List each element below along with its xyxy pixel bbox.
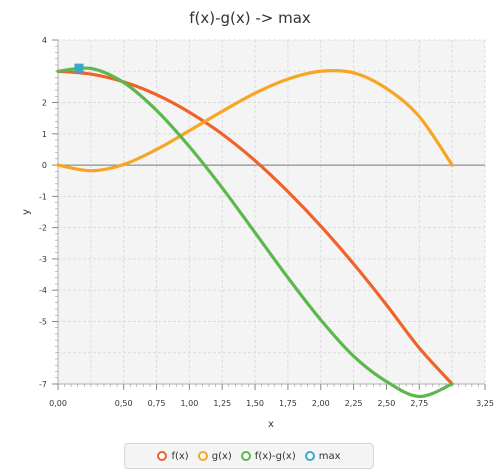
max-marker <box>74 63 84 73</box>
legend-label: g(x) <box>211 450 232 462</box>
y-axis-label: y <box>21 209 32 215</box>
x-tick-label: 0,00 <box>49 399 67 408</box>
legend-item: f(x) <box>157 450 189 462</box>
x-tick-label: 3,25 <box>476 399 494 408</box>
plot-area <box>58 40 485 384</box>
legend-symbol <box>157 451 168 461</box>
legend-item: g(x) <box>197 450 232 462</box>
x-tick-label: 1,75 <box>279 399 297 408</box>
series-line-g-x <box>56 68 454 173</box>
legend-symbol <box>240 451 251 461</box>
y-tick-label: 0 <box>42 161 47 170</box>
y-tick-label: -2 <box>39 224 47 233</box>
legend-symbol <box>304 451 315 461</box>
chart-title: f(x)-g(x) -> max <box>189 9 311 27</box>
legend-item: max <box>304 450 341 462</box>
x-tick-label: 2,75 <box>410 399 428 408</box>
axis-ticks: 0,00 0,50 0,75 1,00 1,25 1,50 1,75 2,00 2,25 2,50… <box>39 36 494 408</box>
legend: f(x) g(x) f(x)-g(x) max <box>124 443 374 469</box>
y-tick-label: 4 <box>42 36 47 45</box>
x-axis-label: x <box>268 419 274 430</box>
max-marker-layer <box>74 63 84 73</box>
legend-item: f(x)-g(x) <box>240 450 296 462</box>
legend-label: f(x) <box>171 450 189 462</box>
y-tick-label: 2 <box>42 99 47 108</box>
series-lines <box>56 66 454 399</box>
x-tick-label: 2,00 <box>312 399 330 408</box>
legend-label: max <box>318 450 341 462</box>
legend-symbol <box>197 451 208 461</box>
legend-label: f(x)-g(x) <box>254 450 296 462</box>
y-tick-label: 1 <box>42 130 47 139</box>
y-tick-label: -7 <box>39 380 47 389</box>
x-tick-label: 2,50 <box>378 399 396 408</box>
x-tick-label: 2,25 <box>345 399 363 408</box>
y-tick-label: -1 <box>39 192 47 201</box>
y-tick-label: -3 <box>39 255 47 264</box>
x-tick-label: 0,75 <box>148 399 166 408</box>
y-tick-label: -4 <box>39 286 47 295</box>
x-tick-label: 1,50 <box>246 399 264 408</box>
x-tick-label: 0,50 <box>115 399 133 408</box>
y-tick-label: -5 <box>39 317 47 326</box>
x-tick-label: 1,00 <box>180 399 198 408</box>
x-tick-label: 1,25 <box>213 399 231 408</box>
series-line-f-x-g-x <box>56 66 454 399</box>
grid <box>57 39 486 385</box>
